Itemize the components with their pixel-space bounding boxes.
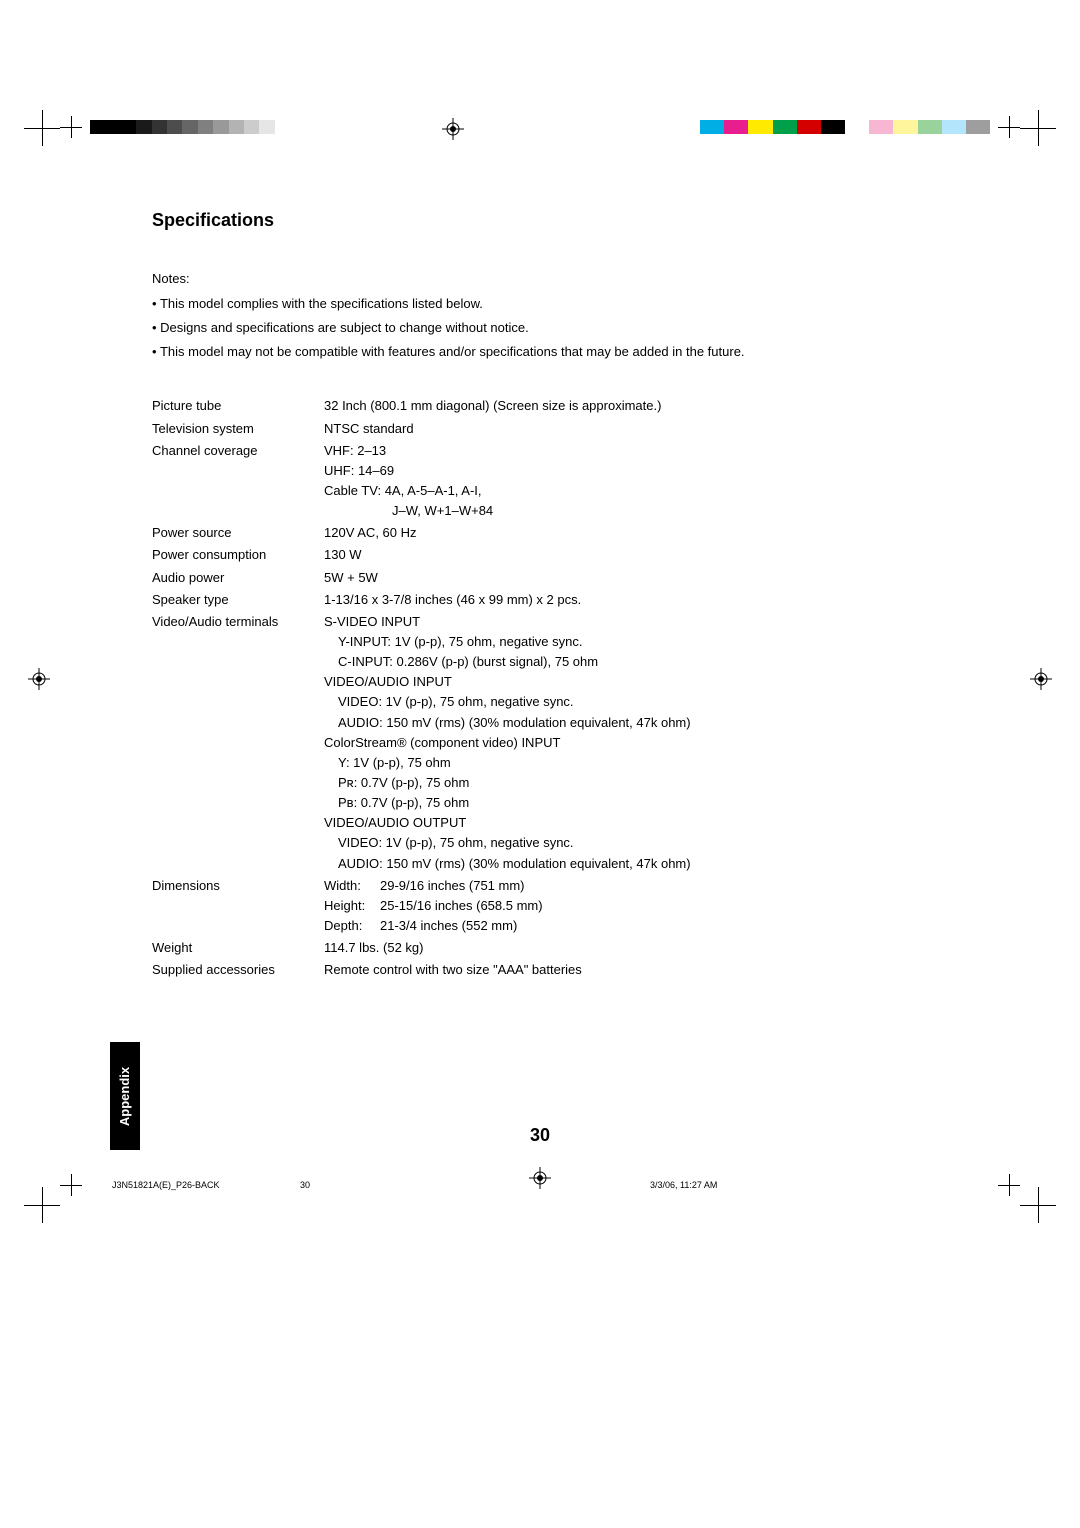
spec-line: Y: 1V (p-p), 75 ohm xyxy=(324,753,928,773)
spec-label: Audio power xyxy=(152,568,324,588)
spec-line: VIDEO: 1V (p-p), 75 ohm, negative sync. xyxy=(324,692,928,712)
notes-list: This model complies with the specificati… xyxy=(152,294,928,362)
crop-mark-bottom-left xyxy=(24,1187,60,1223)
spec-value: 120V AC, 60 Hz xyxy=(324,523,928,543)
note-item: Designs and specifications are subject t… xyxy=(152,318,928,338)
note-item: This model may not be compatible with fe… xyxy=(152,342,928,362)
registration-target-right xyxy=(1030,668,1052,690)
registration-target-top xyxy=(442,118,464,140)
spec-line: Y-INPUT: 1V (p-p), 75 ohm, negative sync… xyxy=(324,632,928,652)
inner-crop-bottom-right xyxy=(998,1174,1020,1196)
section-heading: Specifications xyxy=(152,210,928,231)
spec-line: Pʙ: 0.7V (p-p), 75 ohm xyxy=(324,793,928,813)
grayscale-calibration-bar xyxy=(90,120,290,134)
spec-row-speaker-type: Speaker type 1-13/16 x 3-7/8 inches (46 … xyxy=(152,590,928,610)
spec-line: UHF: 14–69 xyxy=(324,461,928,481)
page-number: 30 xyxy=(0,1125,1080,1146)
spec-line: VHF: 2–13 xyxy=(324,441,928,461)
spec-row-video-audio-terminals: Video/Audio terminals S-VIDEO INPUT Y-IN… xyxy=(152,612,928,874)
spec-row-power-consumption: Power consumption 130 W xyxy=(152,545,928,565)
spec-value: NTSC standard xyxy=(324,419,928,439)
footer-filename: J3N51821A(E)_P26-BACK xyxy=(112,1180,220,1190)
section-tab-label: Appendix xyxy=(118,1066,133,1125)
spec-value: 32 Inch (800.1 mm diagonal) (Screen size… xyxy=(324,396,928,416)
spec-line: VIDEO: 1V (p-p), 75 ohm, negative sync. xyxy=(324,833,928,853)
inner-crop-bottom-left xyxy=(60,1174,82,1196)
color-calibration-bar xyxy=(700,120,990,134)
dim-value: 25-15/16 inches (658.5 mm) xyxy=(380,896,543,916)
inner-crop-top-right xyxy=(998,116,1020,138)
spec-value: 1-13/16 x 3-7/8 inches (46 x 99 mm) x 2 … xyxy=(324,590,928,610)
crop-mark-bottom-right xyxy=(1020,1187,1056,1223)
spec-row-picture-tube: Picture tube 32 Inch (800.1 mm diagonal)… xyxy=(152,396,928,416)
spec-label: Power source xyxy=(152,523,324,543)
note-item: This model complies with the specificati… xyxy=(152,294,928,314)
dim-label: Depth: xyxy=(324,916,380,936)
spec-value: S-VIDEO INPUT Y-INPUT: 1V (p-p), 75 ohm,… xyxy=(324,612,928,874)
spec-line: AUDIO: 150 mV (rms) (30% modulation equi… xyxy=(324,854,928,874)
spec-row-channel-coverage: Channel coverage VHF: 2–13 UHF: 14–69 Ca… xyxy=(152,441,928,522)
dim-value: 29-9/16 inches (751 mm) xyxy=(380,876,525,896)
footer-datetime: 3/3/06, 11:27 AM xyxy=(650,1180,717,1190)
spec-label: Power consumption xyxy=(152,545,324,565)
spec-label: Picture tube xyxy=(152,396,324,416)
spec-subheader: VIDEO/AUDIO OUTPUT xyxy=(324,813,928,833)
dim-value: 21-3/4 inches (552 mm) xyxy=(380,916,517,936)
footer-pagenum: 30 xyxy=(300,1180,310,1190)
spec-line: C-INPUT: 0.286V (p-p) (burst signal), 75… xyxy=(324,652,928,672)
dim-label: Height: xyxy=(324,896,380,916)
spec-row-dimensions: Dimensions Width:29-9/16 inches (751 mm)… xyxy=(152,876,928,936)
spec-value: Remote control with two size "AAA" batte… xyxy=(324,960,928,980)
spec-value: 5W + 5W xyxy=(324,568,928,588)
spec-label: Dimensions xyxy=(152,876,324,936)
spec-label: Supplied accessories xyxy=(152,960,324,980)
spec-line: AUDIO: 150 mV (rms) (30% modulation equi… xyxy=(324,713,928,733)
registration-target-left xyxy=(28,668,50,690)
registration-target-bottom xyxy=(529,1167,551,1189)
spec-line: J–W, W+1–W+84 xyxy=(324,501,928,521)
dim-label: Width: xyxy=(324,876,380,896)
spec-line: Cable TV: 4A, A-5–A-1, A-I, xyxy=(324,481,928,501)
spec-row-accessories: Supplied accessories Remote control with… xyxy=(152,960,928,980)
inner-crop-top-left xyxy=(60,116,82,138)
spec-row-weight: Weight 114.7 lbs. (52 kg) xyxy=(152,938,928,958)
spec-subheader: S-VIDEO INPUT xyxy=(324,612,928,632)
spec-line: Pʀ: 0.7V (p-p), 75 ohm xyxy=(324,773,928,793)
spec-value: Width:29-9/16 inches (751 mm) Height:25-… xyxy=(324,876,928,936)
spec-value: VHF: 2–13 UHF: 14–69 Cable TV: 4A, A-5–A… xyxy=(324,441,928,522)
spec-value: 114.7 lbs. (52 kg) xyxy=(324,938,928,958)
crop-mark-top-left xyxy=(24,110,60,146)
crop-mark-top-right xyxy=(1020,110,1056,146)
spec-subheader: VIDEO/AUDIO INPUT xyxy=(324,672,928,692)
spec-label: Television system xyxy=(152,419,324,439)
spec-label: Weight xyxy=(152,938,324,958)
spec-subheader: ColorStream® (component video) INPUT xyxy=(324,733,928,753)
spec-row-audio-power: Audio power 5W + 5W xyxy=(152,568,928,588)
spec-row-power-source: Power source 120V AC, 60 Hz xyxy=(152,523,928,543)
notes-label: Notes: xyxy=(152,271,928,286)
spec-label: Speaker type xyxy=(152,590,324,610)
spec-value: 130 W xyxy=(324,545,928,565)
spec-row-tv-system: Television system NTSC standard xyxy=(152,419,928,439)
spec-label: Video/Audio terminals xyxy=(152,612,324,874)
spec-label: Channel coverage xyxy=(152,441,324,522)
specifications-table: Picture tube 32 Inch (800.1 mm diagonal)… xyxy=(152,396,928,980)
page-content: Specifications Notes: This model complie… xyxy=(152,210,928,1158)
